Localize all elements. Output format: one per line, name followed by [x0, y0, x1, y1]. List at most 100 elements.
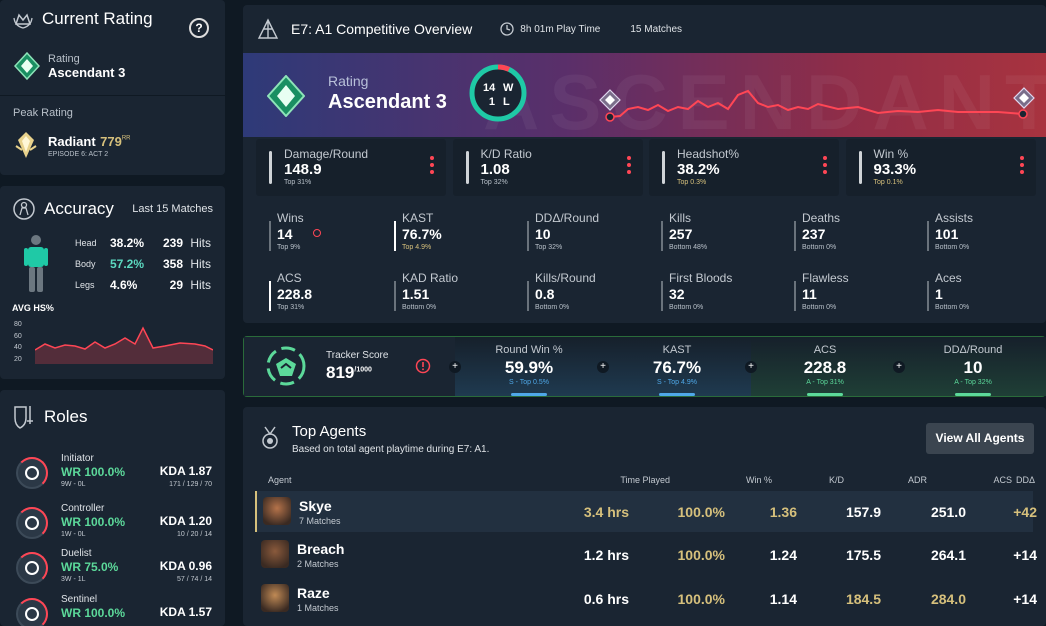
stat-bar	[527, 281, 529, 311]
stat-bar	[661, 281, 663, 311]
column-header[interactable]: K/D	[828, 475, 844, 485]
grid-stat[interactable]: Assists 101 Bottom 0%	[927, 211, 1046, 263]
role-win-rate: WR 75.0%	[61, 560, 119, 574]
grid-stat[interactable]: Aces 1 Bottom 0%	[927, 271, 1046, 323]
grid-stat[interactable]: Kills/Round 0.8 Bottom 0%	[527, 271, 652, 323]
plus-icon: +	[745, 361, 757, 373]
win-letter: W	[503, 82, 514, 94]
grid-stat[interactable]: Flawless 11 Bottom 0%	[794, 271, 919, 323]
grid-stat[interactable]: First Bloods 32 Bottom 0%	[661, 271, 786, 323]
roles-card: Roles Initiator WR 100.0% 9W - 0L KDA 1.87 1…	[0, 390, 225, 626]
agent-kd: 1.24	[769, 547, 797, 563]
column-header[interactable]: ADR	[907, 475, 927, 485]
more-options-icon[interactable]	[626, 156, 631, 177]
column-header[interactable]: ACS	[993, 475, 1012, 485]
role-kda-detail: 10 / 20 / 14	[176, 531, 212, 538]
accuracy-row-legs: Legs 4.6% 29 Hits	[75, 278, 215, 299]
match-count: 15 Matches	[630, 23, 683, 35]
agent-adr: 157.9	[845, 504, 881, 520]
top-stat-card[interactable]: K/D Ratio 1.08 Top 32%	[452, 139, 643, 196]
tracker-cell-value: 59.9%	[504, 358, 554, 377]
more-options-icon[interactable]	[430, 156, 434, 177]
tracker-score-max: /1000	[354, 366, 372, 374]
hit-part-label: Head	[75, 238, 97, 248]
agent-dd: +42	[1013, 504, 1037, 520]
stat-value: 148.9	[284, 161, 322, 178]
grid-stat[interactable]: KAD Ratio 1.51 Bottom 0%	[394, 271, 519, 323]
rr-unit: RR	[121, 135, 131, 142]
tracker-cell-value: 228.8	[803, 358, 847, 377]
help-icon[interactable]: ?	[189, 18, 209, 38]
top-stat-card[interactable]: Damage/Round 148.9 Top 31%	[256, 139, 446, 196]
hits-label: Hits	[190, 236, 211, 250]
stat-value: 101	[935, 226, 959, 242]
body-figure-icon	[24, 235, 48, 292]
role-name: Duelist	[61, 548, 92, 559]
peak-rating-value: Radiant	[48, 133, 96, 149]
agent-dd: +14	[1013, 547, 1037, 563]
column-header[interactable]: Win %	[745, 475, 772, 485]
agent-kd: 1.36	[769, 504, 797, 520]
grid-stat[interactable]: KAST 76.7% Top 4.9%	[394, 211, 519, 263]
tick-label: 80	[14, 321, 22, 328]
accuracy-row-head: Head 38.2% 239 Hits	[75, 236, 215, 257]
stat-rank: Top 31%	[284, 179, 312, 186]
win-loss-letters: W L	[503, 81, 513, 109]
grid-stat[interactable]: Wins 14 Top 9%	[269, 211, 394, 263]
role-kda-detail: 57 / 74 / 14	[176, 576, 212, 583]
info-icon[interactable]	[415, 358, 431, 374]
role-row[interactable]: Initiator WR 100.0% 9W - 0L KDA 1.87 171 / 1…	[0, 453, 225, 497]
hit-count: 29	[169, 278, 183, 292]
roles-header: Roles	[0, 390, 225, 444]
tracker-score-label: Tracker Score	[326, 350, 389, 361]
agent-win: 100.0%	[677, 547, 725, 563]
role-row[interactable]: Duelist WR 75.0% 3W - 1L KDA 0.96 57 / 74 / …	[0, 548, 225, 592]
top-stat-card[interactable]: Win % 93.3% Top 0.1%	[845, 139, 1036, 196]
grid-stat[interactable]: Deaths 237 Bottom 0%	[794, 211, 919, 263]
column-header[interactable]: DDΔ	[1015, 475, 1035, 485]
tracker-score-panel: Tracker Score 819/1000	[244, 337, 455, 396]
sentinel-role-icon	[16, 598, 48, 626]
stat-label: KAD Ratio	[402, 271, 459, 285]
role-win-rate: WR 100.0%	[61, 465, 126, 479]
grid-stat[interactable]: DDΔ/Round 10 Top 32%	[527, 211, 652, 263]
column-header[interactable]: Agent	[268, 475, 292, 485]
accuracy-card: Accuracy Last 15 Matches Head 38.2% 239 …	[0, 186, 225, 379]
tracker-cell[interactable]: KAST 76.7% S - Top 4.9%	[603, 337, 751, 396]
accuracy-title: Accuracy	[44, 199, 114, 218]
agent-row[interactable]: Breach 2 Matches 1.2 hrs 100.0% 1.24 175.5 264…	[255, 534, 1037, 575]
crown-laurel-icon	[13, 13, 33, 29]
win-loss-ring	[469, 64, 527, 122]
tracker-cell[interactable]: Round Win % 59.9% S - Top 0.5%	[455, 337, 603, 396]
more-options-icon[interactable]	[1019, 156, 1024, 177]
tracker-cell[interactable]: DDΔ/Round 10 A - Top 32%	[899, 337, 1046, 396]
roles-title: Roles	[44, 407, 88, 426]
agent-time: 0.6 hrs	[583, 591, 629, 607]
agent-row[interactable]: Skye 7 Matches 3.4 hrs 100.0% 1.36 157.9 251.0…	[255, 491, 1037, 532]
tracker-cell-rank: A - Top 31%	[806, 379, 844, 386]
agent-row[interactable]: Raze 1 Matches 0.6 hrs 100.0% 1.14 184.5 284.0…	[255, 578, 1037, 619]
rating-value: Ascendant 3	[48, 64, 126, 80]
grid-stat[interactable]: ACS 228.8 Top 31%	[269, 271, 394, 323]
role-row[interactable]: Controller WR 100.0% 1W - 0L KDA 1.20 10 / 2…	[0, 503, 225, 547]
stat-value: 1.51	[402, 286, 430, 302]
agent-matches: 1 Matches	[297, 603, 339, 613]
role-row[interactable]: Sentinel WR 100.0% KDA 1.57	[0, 594, 225, 626]
grid-stat[interactable]: Kills 257 Bottom 48%	[661, 211, 786, 263]
plus-icon: +	[893, 361, 905, 373]
tracker-cell[interactable]: ACS 228.8 A - Top 31%	[751, 337, 899, 396]
column-header[interactable]: Time Played	[620, 475, 670, 485]
rank-start-icon	[599, 89, 621, 111]
stat-rank: Bottom 0%	[535, 304, 570, 311]
tracker-score: 819	[326, 363, 355, 382]
top-stat-card[interactable]: Headshot% 38.2% Top 0.3%	[649, 139, 839, 196]
current-rating-header: Current Rating	[0, 0, 225, 38]
plus-icon: +	[449, 361, 461, 373]
view-all-agents-button[interactable]: View All Agents	[926, 423, 1034, 454]
tracker-cell-value: 10	[963, 358, 983, 377]
stat-label: Assists	[935, 211, 974, 225]
more-options-icon[interactable]	[823, 156, 827, 177]
tracker-cell-underline	[511, 393, 547, 396]
stat-bar	[394, 221, 396, 251]
